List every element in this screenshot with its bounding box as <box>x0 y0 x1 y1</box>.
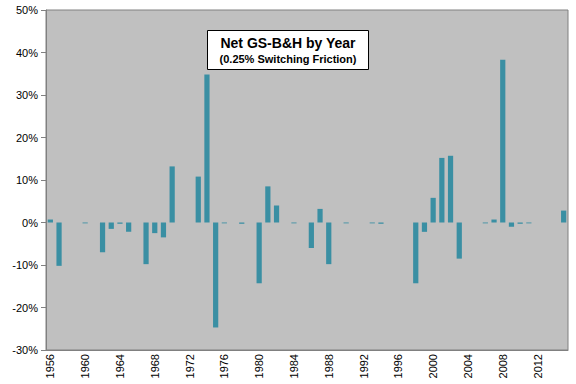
svg-text:40%: 40% <box>16 47 38 59</box>
svg-text:30%: 30% <box>16 89 38 101</box>
svg-text:2004: 2004 <box>462 354 474 378</box>
svg-text:-10%: -10% <box>12 259 38 271</box>
svg-text:1988: 1988 <box>323 354 335 378</box>
svg-text:10%: 10% <box>16 174 38 186</box>
svg-text:2000: 2000 <box>427 354 439 378</box>
svg-text:1976: 1976 <box>218 354 230 378</box>
svg-text:0%: 0% <box>22 217 38 229</box>
svg-text:1964: 1964 <box>114 354 126 378</box>
svg-text:Net GS-B&H by Year: Net GS-B&H by Year <box>220 35 356 51</box>
svg-text:(0.25% Switching Friction): (0.25% Switching Friction) <box>220 53 357 65</box>
svg-text:1972: 1972 <box>184 354 196 378</box>
svg-text:-30%: -30% <box>12 344 38 356</box>
svg-text:1980: 1980 <box>253 354 265 378</box>
svg-text:50%: 50% <box>16 4 38 16</box>
svg-text:-20%: -20% <box>12 302 38 314</box>
svg-text:1992: 1992 <box>358 354 370 378</box>
svg-text:1960: 1960 <box>79 354 91 378</box>
svg-text:20%: 20% <box>16 132 38 144</box>
svg-text:1968: 1968 <box>149 354 161 378</box>
svg-text:1984: 1984 <box>288 354 300 378</box>
svg-text:1996: 1996 <box>392 354 404 378</box>
svg-text:2008: 2008 <box>497 354 509 378</box>
svg-text:1956: 1956 <box>44 354 56 378</box>
svg-text:2012: 2012 <box>532 354 544 378</box>
